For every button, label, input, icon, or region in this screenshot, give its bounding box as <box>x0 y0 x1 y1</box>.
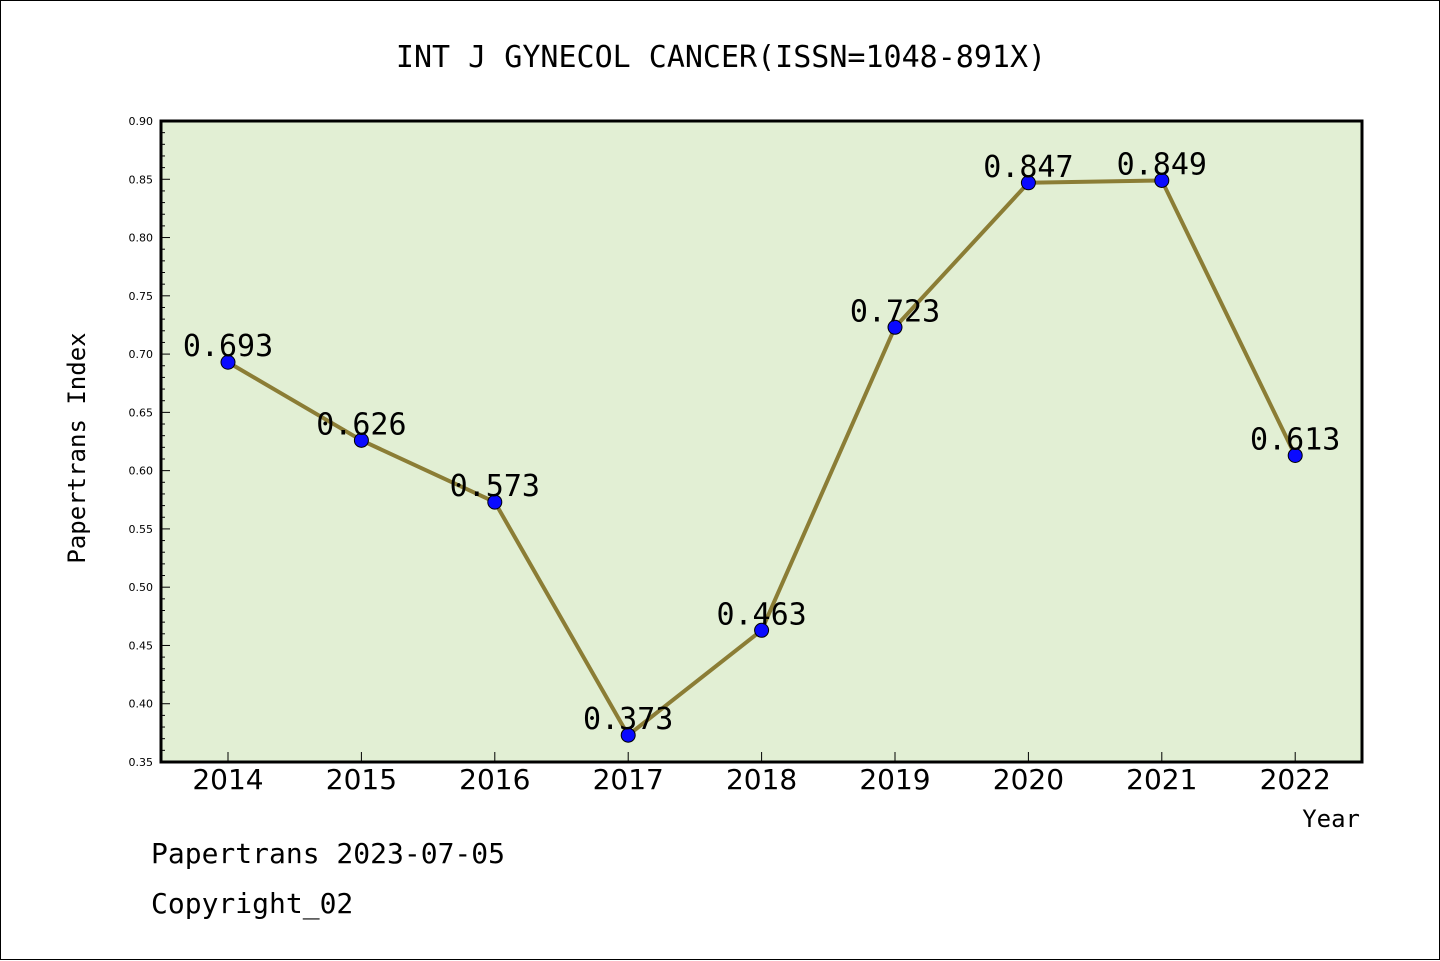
y-tick-label: 0.85 <box>129 173 154 186</box>
y-tick-label: 0.45 <box>129 639 154 652</box>
data-label: 0.849 <box>1117 147 1207 182</box>
footer-date: Papertrans 2023-07-05 <box>151 837 506 870</box>
data-point <box>487 494 503 510</box>
y-axis: 0.35 0.40 0.45 0.50 0.55 0.60 0.65 0.70 0.75 0.80… <box>129 115 170 769</box>
x-tick-label: 2015 <box>326 763 397 796</box>
y-tick-label: 0.65 <box>129 406 154 419</box>
x-axis-label: Year <box>1302 805 1360 833</box>
y-tick-label: 0.35 <box>129 756 154 769</box>
y-tick-label: 0.50 <box>129 581 154 594</box>
y-tick-label: 0.70 <box>129 348 154 361</box>
y-tick-label: 0.60 <box>129 465 154 478</box>
data-point <box>1154 172 1170 188</box>
data-point <box>754 622 770 638</box>
data-point <box>1020 175 1036 191</box>
data-label: 0.693 <box>183 329 273 364</box>
data-point <box>220 354 236 370</box>
y-tick-label: 0.75 <box>129 290 154 303</box>
footer-copyright: Copyright_02 <box>151 887 354 920</box>
x-axis: 2014 2015 2016 2017 2018 2019 2020 2021 2022 <box>192 752 1331 796</box>
x-tick-label: 2018 <box>726 763 797 796</box>
y-axis-label: Papertrans Index <box>63 332 91 563</box>
data-point <box>887 319 903 335</box>
data-label: 0.613 <box>1250 422 1340 457</box>
data-label: 0.847 <box>983 150 1073 185</box>
data-label: 0.373 <box>583 702 673 737</box>
y-tick-label: 0.80 <box>129 232 154 245</box>
y-tick-label: 0.40 <box>129 698 154 711</box>
x-tick-label: 2021 <box>1126 763 1197 796</box>
data-labels: 0.693 0.626 0.573 0.373 0.463 0.723 0.847 0.849… <box>183 147 1341 737</box>
data-label: 0.573 <box>450 469 540 504</box>
data-point <box>620 727 636 743</box>
data-label: 0.626 <box>316 407 406 442</box>
x-tick-label: 2014 <box>192 763 263 796</box>
y-tick-label: 0.90 <box>129 115 154 128</box>
series-papertrans-index <box>220 172 1303 743</box>
x-tick-label: 2022 <box>1260 763 1331 796</box>
x-tick-label: 2016 <box>459 763 530 796</box>
data-point <box>353 432 369 448</box>
data-label: 0.463 <box>716 597 806 632</box>
x-tick-label: 2017 <box>593 763 664 796</box>
chart-title: INT J GYNECOL CANCER(ISSN=1048-891X) <box>396 40 1046 75</box>
data-label: 0.723 <box>850 294 940 329</box>
x-tick-label: 2019 <box>859 763 930 796</box>
data-point <box>1287 447 1303 463</box>
y-tick-label: 0.55 <box>129 523 154 536</box>
x-tick-label: 2020 <box>993 763 1064 796</box>
